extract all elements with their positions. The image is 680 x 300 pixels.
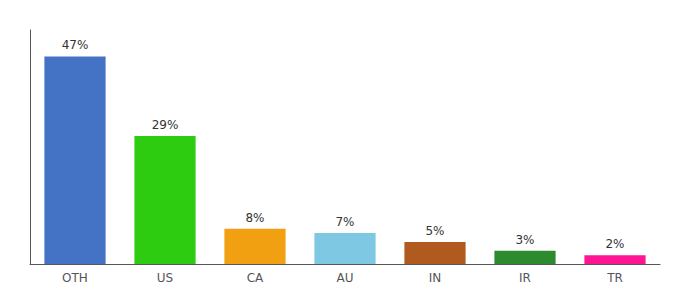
svg-text:29%: 29% bbox=[152, 118, 179, 132]
svg-text:IR: IR bbox=[519, 271, 531, 285]
svg-text:IN: IN bbox=[429, 271, 442, 285]
svg-text:2%: 2% bbox=[605, 237, 624, 251]
svg-text:TR: TR bbox=[606, 271, 623, 285]
svg-text:3%: 3% bbox=[515, 233, 534, 247]
svg-text:5%: 5% bbox=[425, 224, 444, 238]
svg-text:AU: AU bbox=[337, 271, 354, 285]
svg-text:CA: CA bbox=[247, 271, 264, 285]
svg-text:US: US bbox=[157, 271, 173, 285]
svg-text:OTH: OTH bbox=[62, 271, 88, 285]
svg-text:47%: 47% bbox=[62, 38, 89, 52]
svg-text:7%: 7% bbox=[335, 215, 354, 229]
svg-text:8%: 8% bbox=[245, 211, 264, 225]
